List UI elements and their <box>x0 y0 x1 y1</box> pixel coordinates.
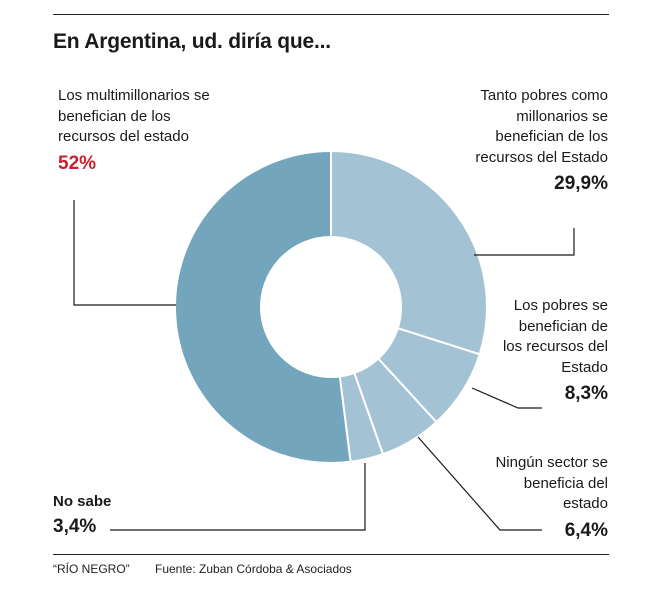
label-no-sabe: No sabe 3,4% <box>53 492 173 537</box>
label-no-sabe-pct: 3,4% <box>53 515 97 537</box>
label-tanto-pobres-pct: 29,9% <box>554 173 608 194</box>
leader-line <box>471 387 542 409</box>
label-no-sabe-text: No sabe <box>53 493 112 510</box>
leader-line <box>73 200 176 306</box>
donut-slice <box>330 149 488 356</box>
bottom-rule <box>53 554 609 555</box>
leader-line <box>110 463 366 531</box>
label-tanto-pobres: Tanto pobres como millonarios se benefic… <box>470 86 608 195</box>
label-los-pobres-pct: 8,3% <box>564 383 608 404</box>
leader-lines <box>73 200 575 531</box>
label-ningun-sector-text: Ningún sector se beneficia del estado <box>495 454 608 512</box>
leader-line <box>417 436 542 531</box>
chart-title: En Argentina, ud. diría que... <box>53 30 331 53</box>
label-ningun-sector-pct: 6,4% <box>564 519 608 541</box>
label-tanto-pobres-text: Tanto pobres como millonarios se benefic… <box>475 87 608 166</box>
label-multimillonarios: Los multimillonarios se benefician de lo… <box>58 86 223 174</box>
donut-slice <box>174 149 352 464</box>
label-los-pobres-text: Los pobres se benefician de los recursos… <box>502 297 608 376</box>
top-rule <box>53 14 609 15</box>
label-multimillonarios-text: Los multimillonarios se benefician de lo… <box>58 87 210 145</box>
donut-slices <box>174 149 488 464</box>
footer-source: Fuente: Zuban Córdoba & Asociados <box>155 562 352 576</box>
footer-publication: “RÍO NEGRO” <box>53 562 130 576</box>
label-multimillonarios-pct: 52% <box>58 152 97 174</box>
label-los-pobres: Los pobres se benefician de los recursos… <box>500 296 608 405</box>
label-ningun-sector: Ningún sector se beneficia del estado 6,… <box>488 453 608 541</box>
leader-line <box>474 228 575 256</box>
